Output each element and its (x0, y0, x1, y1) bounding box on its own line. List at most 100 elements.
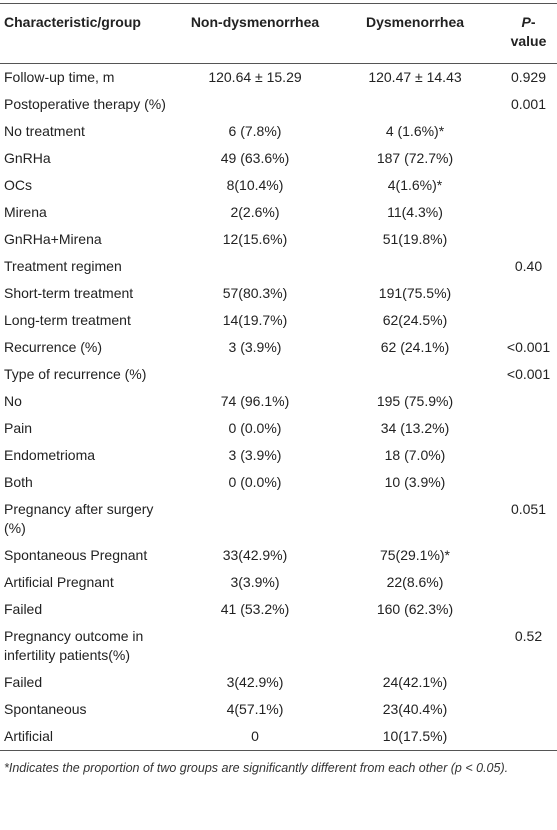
empty-cell (180, 253, 330, 280)
table-cell: Long-term treatment (4, 312, 131, 328)
empty-cell (500, 696, 557, 723)
table-cell: Follow-up time, m (4, 69, 115, 85)
header-row: Characteristic/group Non-dysmenorrhea Dy… (0, 4, 557, 64)
table-cell: 24(42.1%) (382, 674, 448, 690)
empty-cell (500, 669, 557, 696)
table-cell: 3(42.9%) (226, 674, 284, 690)
empty-cell (330, 623, 500, 669)
table-cell: 57(80.3%) (222, 285, 288, 301)
table-cell: Endometrioma (4, 447, 96, 463)
empty-cell (330, 253, 500, 280)
table-cell: <0.001 (506, 339, 551, 355)
empty-cell (330, 361, 500, 388)
empty-cell (330, 496, 500, 542)
table-row: Type of recurrence (%) <0.001 (0, 361, 557, 388)
table-cell: 2(2.6%) (230, 204, 280, 220)
table-cell: 4(1.6%)* (387, 177, 443, 193)
table-row: Postoperative therapy (%) 0.001 (0, 91, 557, 118)
table-row: Artificial 0 10(17.5%) (0, 723, 557, 751)
table-cell: 3 (3.9%) (228, 447, 282, 463)
table-row: Failed 3(42.9%) 24(42.1%) (0, 669, 557, 696)
table-cell: Artificial Pregnant (4, 574, 114, 590)
table-row: Endometrioma 3 (3.9%) 18 (7.0%) (0, 442, 557, 469)
table-cell: 191(75.5%) (378, 285, 452, 301)
table-cell: Spontaneous Pregnant (4, 547, 148, 563)
table-cell: Recurrence (%) (4, 339, 103, 355)
table-cell: 4(57.1%) (226, 701, 284, 717)
table-cell: OCs (4, 177, 32, 193)
table-cell: 0.001 (510, 96, 547, 112)
table-cell: 14(19.7%) (222, 312, 288, 328)
table-cell: 12(15.6%) (222, 231, 288, 247)
table-cell: 62 (24.1%) (380, 339, 450, 355)
table-row: No 74 (96.1%) 195 (75.9%) (0, 388, 557, 415)
empty-cell (500, 415, 557, 442)
table-cell: GnRHa (4, 150, 51, 166)
empty-cell (180, 91, 330, 118)
table-cell: 10 (3.9%) (384, 474, 446, 490)
table-row: Follow-up time, m 120.64 ± 15.29 120.47 ± … (0, 64, 557, 92)
table-cell: 0.051 (510, 501, 547, 517)
table-cell: 33(42.9%) (222, 547, 288, 563)
table-cell: Pregnancy after surgery (%) (4, 501, 154, 536)
table-row: GnRHa+Mirena 12(15.6%) 51(19.8%) (0, 226, 557, 253)
table-row: Failed 41 (53.2%) 160 (62.3%) (0, 596, 557, 623)
table-cell: Failed (4, 674, 43, 690)
table-row: Short-term treatment 57(80.3%) 191(75.5%) (0, 280, 557, 307)
table-cell: 49 (63.6%) (220, 150, 290, 166)
table-cell: 0.40 (514, 258, 543, 274)
table-cell: 4 (1.6%)* (385, 123, 445, 139)
table-cell: Treatment regimen (4, 258, 122, 274)
table-cell: Artificial (4, 728, 54, 744)
table-cell: 23(40.4%) (382, 701, 448, 717)
empty-cell (500, 118, 557, 145)
table-cell: GnRHa+Mirena (4, 231, 102, 247)
table-row: OCs 8(10.4%) 4(1.6%)* (0, 172, 557, 199)
table-cell: 120.64 ± 15.29 (208, 69, 302, 85)
table-row: Spontaneous 4(57.1%) 23(40.4%) (0, 696, 557, 723)
table-cell: 62(24.5%) (382, 312, 448, 328)
data-table: Characteristic/group Non-dysmenorrhea Dy… (0, 3, 557, 751)
table-row: GnRHa 49 (63.6%) 187 (72.7%) (0, 145, 557, 172)
page: Characteristic/group Non-dysmenorrhea Dy… (0, 3, 557, 830)
empty-cell (500, 388, 557, 415)
table-cell: 3 (3.9%) (228, 339, 282, 355)
table-cell: 41 (53.2%) (220, 601, 290, 617)
empty-cell (180, 361, 330, 388)
empty-cell (500, 442, 557, 469)
header-cell: Characteristic/group (4, 14, 141, 30)
empty-cell (500, 172, 557, 199)
table-cell: Postoperative therapy (%) (4, 96, 166, 112)
table-cell: Spontaneous (4, 701, 87, 717)
header-cell: P-value (510, 14, 547, 49)
table-cell: Short-term treatment (4, 285, 134, 301)
empty-cell (500, 469, 557, 496)
table-cell: 34 (13.2%) (380, 420, 450, 436)
table-row: No treatment 6 (7.8%) 4 (1.6%)* (0, 118, 557, 145)
table-cell: 0 (0.0%) (228, 420, 282, 436)
table-cell: No treatment (4, 123, 85, 139)
table-cell: 160 (62.3%) (376, 601, 454, 617)
empty-cell (500, 723, 557, 751)
table-row: Pregnancy outcome in infertility patient… (0, 623, 557, 669)
table-cell: 74 (96.1%) (220, 393, 290, 409)
table-cell: 11(4.3%) (387, 204, 443, 220)
table-cell: 0 (0.0%) (228, 474, 282, 490)
table-row: Pregnancy after surgery (%) 0.051 (0, 496, 557, 542)
table-row: Mirena 2(2.6%) 11(4.3%) (0, 199, 557, 226)
table-row: Artificial Pregnant 3(3.9%) 22(8.6%) (0, 569, 557, 596)
table-cell: 10(17.5%) (382, 728, 448, 744)
table-cell: Type of recurrence (%) (4, 366, 147, 382)
table-body: Follow-up time, m 120.64 ± 15.29 120.47 ± … (0, 64, 557, 751)
empty-cell (500, 569, 557, 596)
table-row: Long-term treatment 14(19.7%) 62(24.5%) (0, 307, 557, 334)
empty-cell (500, 145, 557, 172)
table-cell: 75(29.1%)* (379, 547, 451, 563)
table-cell: No (4, 393, 22, 409)
table-cell: 18 (7.0%) (384, 447, 446, 463)
empty-cell (180, 623, 330, 669)
table-cell: 0.929 (510, 69, 547, 85)
empty-cell (500, 280, 557, 307)
table-cell: <0.001 (506, 366, 551, 382)
table-row: Recurrence (%) 3 (3.9%) 62 (24.1%) <0.001 (0, 334, 557, 361)
